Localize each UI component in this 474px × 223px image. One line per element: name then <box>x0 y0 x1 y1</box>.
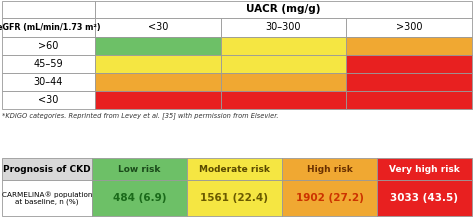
Text: >60: >60 <box>38 41 59 51</box>
Bar <box>92 158 187 180</box>
Bar <box>346 18 472 37</box>
Bar <box>346 55 472 73</box>
Text: *KDIGO categories. Reprinted from Levey et al. [35] with permission from Elsevie: *KDIGO categories. Reprinted from Levey … <box>2 112 279 119</box>
Bar <box>2 18 95 37</box>
Text: 30–44: 30–44 <box>34 77 63 87</box>
Bar <box>95 18 221 37</box>
Bar <box>2 37 95 55</box>
Bar <box>187 158 282 180</box>
Text: UACR (mg/g): UACR (mg/g) <box>246 4 321 14</box>
Text: Low risk: Low risk <box>118 165 161 173</box>
Bar <box>282 158 377 180</box>
Text: 1561 (22.4): 1561 (22.4) <box>201 193 268 203</box>
Bar <box>95 55 221 73</box>
Text: Very high risk: Very high risk <box>389 165 460 173</box>
Bar <box>221 18 346 37</box>
Bar <box>346 37 472 55</box>
Bar <box>2 55 95 73</box>
Bar <box>221 73 346 91</box>
Bar <box>2 180 92 216</box>
Text: <30: <30 <box>147 23 168 33</box>
Bar <box>95 91 221 109</box>
Text: 1902 (27.2): 1902 (27.2) <box>296 193 364 203</box>
Bar <box>377 158 472 180</box>
Text: 484 (6.9): 484 (6.9) <box>113 193 166 203</box>
Text: High risk: High risk <box>307 165 352 173</box>
Text: CARMELINA® population
at baseline, n (%): CARMELINA® population at baseline, n (%) <box>2 191 92 205</box>
Bar <box>2 73 95 91</box>
Bar <box>187 180 282 216</box>
Bar <box>2 91 95 109</box>
Text: 45–59: 45–59 <box>34 59 64 69</box>
Text: >300: >300 <box>396 23 422 33</box>
Text: <30: <30 <box>38 95 59 105</box>
Bar <box>95 37 221 55</box>
Bar <box>221 55 346 73</box>
Text: Prognosis of CKD: Prognosis of CKD <box>3 165 91 173</box>
Bar <box>346 73 472 91</box>
Bar <box>221 91 346 109</box>
Bar <box>377 180 472 216</box>
Bar <box>282 180 377 216</box>
Bar <box>95 73 221 91</box>
Text: Moderate risk: Moderate risk <box>199 165 270 173</box>
Text: eGFR (mL/min/1.73 m²): eGFR (mL/min/1.73 m²) <box>0 23 100 32</box>
Text: 3033 (43.5): 3033 (43.5) <box>391 193 458 203</box>
Bar <box>346 91 472 109</box>
Bar <box>2 1 95 18</box>
Bar <box>221 37 346 55</box>
Bar <box>95 1 472 18</box>
Bar <box>92 180 187 216</box>
Bar <box>2 158 92 180</box>
Text: 30–300: 30–300 <box>266 23 301 33</box>
